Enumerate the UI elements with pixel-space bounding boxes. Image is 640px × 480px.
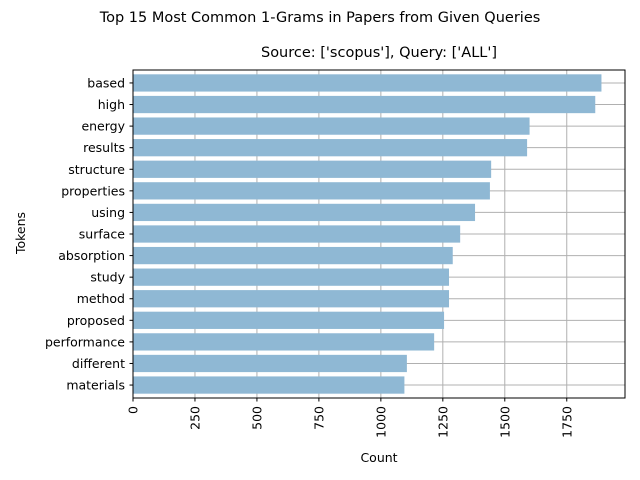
bar-proposed: [133, 311, 445, 329]
bar-structure: [133, 160, 492, 178]
x-tick-label: 1750: [559, 406, 574, 438]
y-tick-label: high: [98, 97, 125, 112]
x-tick-label: 1500: [497, 406, 512, 438]
y-tick-label: using: [91, 205, 125, 220]
figure-suptitle: Top 15 Most Common 1-Grams in Papers fro…: [99, 10, 541, 26]
x-tick-label: 0: [126, 406, 141, 414]
bar-results: [133, 139, 528, 157]
bar-performance: [133, 333, 435, 351]
x-axis-label: Count: [360, 450, 397, 465]
y-tick-label: study: [90, 270, 125, 285]
y-axis-label: Tokens: [13, 212, 28, 255]
x-tick-label: 1250: [435, 406, 450, 438]
bar-study: [133, 268, 450, 286]
y-tick-label: structure: [68, 162, 125, 177]
x-axis-ticks: 0 250 500 750 1000 1250 1500 1750: [126, 398, 574, 438]
bar-using: [133, 203, 476, 222]
bar-materials: [133, 376, 405, 394]
y-tick-label: proposed: [67, 313, 125, 328]
y-tick-label: energy: [81, 119, 125, 134]
y-axis-ticks: based high energy results structure propertie…: [45, 75, 133, 393]
bar-absorption: [133, 246, 453, 265]
x-tick-label: 750: [311, 406, 326, 430]
bar-properties: [133, 182, 490, 200]
bar-method: [133, 290, 450, 308]
y-tick-label: performance: [45, 334, 125, 349]
x-tick-label: 500: [249, 406, 264, 430]
chart-title: Source: ['scopus'], Query: ['ALL']: [261, 45, 497, 61]
y-tick-label: results: [83, 140, 125, 155]
bar-based: [133, 74, 602, 92]
x-tick-label: 250: [187, 406, 202, 430]
y-tick-label: based: [87, 75, 125, 90]
bar-energy: [133, 117, 530, 135]
y-tick-label: materials: [66, 378, 125, 393]
y-tick-label: method: [77, 291, 125, 306]
x-tick-label: 1000: [373, 406, 388, 438]
y-tick-label: surface: [79, 227, 126, 242]
y-tick-label: different: [72, 356, 125, 371]
bar-high: [133, 95, 596, 114]
y-tick-label: absorption: [58, 248, 125, 263]
y-tick-label: properties: [61, 183, 125, 198]
bar-surface: [133, 225, 461, 243]
bar-different: [133, 354, 407, 373]
bars: [133, 74, 602, 394]
